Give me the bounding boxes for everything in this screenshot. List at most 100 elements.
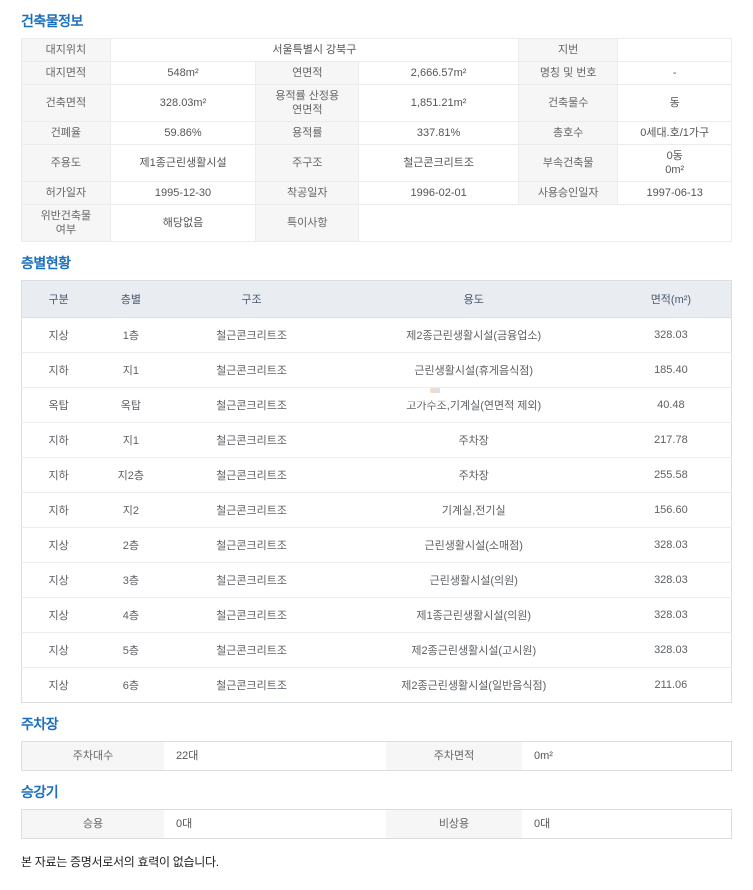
floor-zone: 지상	[21, 317, 96, 353]
floor-row: 지상 4층 철근콘크리트조 제1종근린생활시설(의원) 328.03	[21, 597, 732, 633]
floor-structure: 철근콘크리트조	[166, 597, 337, 633]
floor-column-header: 층별	[95, 280, 167, 318]
info-value: 제1종근린생활시설	[109, 144, 257, 182]
floor-area: 328.03	[610, 317, 732, 353]
floor-area: 217.78	[610, 422, 732, 458]
info-label: 연면적	[255, 61, 360, 85]
info-label: 명칭 및 번호	[517, 61, 619, 85]
floor-usage: 주차장	[336, 422, 611, 458]
floor-zone: 옥탑	[21, 387, 96, 423]
info-label: 위반건축물 여부	[21, 204, 111, 242]
info-label: 허가일자	[21, 181, 111, 205]
info-label: 착공일자	[255, 181, 360, 205]
info-label: 지번	[517, 38, 619, 62]
floor-level: 3층	[95, 562, 167, 598]
info-row: 위반건축물 여부 해당없음 특이사항	[21, 204, 732, 242]
floor-zone: 지하	[21, 422, 96, 458]
info-value: 59.86%	[109, 121, 257, 145]
floor-level: 옥탑	[95, 387, 167, 423]
floor-structure: 철근콘크리트조	[166, 457, 337, 493]
parking-label: 주차대수	[22, 742, 164, 770]
floor-zone: 지하	[21, 457, 96, 493]
floor-usage: 제2종근린생활시설(일반음식점)	[336, 667, 611, 703]
info-label: 용적률 산정용 연면적	[255, 84, 360, 122]
floor-status-table: 구분 층별 구조 용도 면적(m²) 지상 1층 철근콘크리트조 제2종근린생활시설(금융업소…	[21, 280, 732, 703]
floor-area: 328.03	[610, 597, 732, 633]
floor-structure: 철근콘크리트조	[166, 562, 337, 598]
floor-column-header: 면적(m²)	[610, 280, 732, 318]
floor-row: 지상 6층 철근콘크리트조 제2종근린생활시설(일반음식점) 211.06	[21, 667, 732, 703]
floor-row: 지하 지1 철근콘크리트조 주차장 217.78	[21, 422, 732, 458]
floor-level: 지2층	[95, 457, 167, 493]
floor-row: 지하 지2 철근콘크리트조 기계실,전기실 156.60	[21, 492, 732, 528]
floor-usage: 제1종근린생활시설(의원)	[336, 597, 611, 633]
info-label: 대지위치	[21, 38, 111, 62]
floor-column-header: 구분	[21, 280, 96, 318]
info-value: 해당없음	[109, 204, 257, 242]
floor-zone: 지상	[21, 667, 96, 703]
floor-area: 255.58	[610, 457, 732, 493]
parking-label: 주차면적	[386, 742, 522, 770]
floor-structure: 철근콘크리트조	[166, 632, 337, 668]
floor-usage: 제2종근린생활시설(금융업소)	[336, 317, 611, 353]
floor-level: 지2	[95, 492, 167, 528]
floor-area: 211.06	[610, 667, 732, 703]
info-value	[358, 204, 732, 242]
floor-area: 328.03	[610, 562, 732, 598]
info-label: 건축물수	[517, 84, 619, 122]
info-value: 548m²	[109, 61, 257, 85]
info-value: 337.81%	[358, 121, 519, 145]
info-label: 사용승인일자	[517, 181, 619, 205]
info-row: 허가일자 1995-12-30 착공일자 1996-02-01 사용승인일자 1997-0…	[21, 181, 732, 205]
info-value: 서울특별시 강북구	[109, 38, 519, 62]
info-row: 대지위치 서울특별시 강북구 지번	[21, 38, 732, 62]
floor-row: 옥탑 옥탑 철근콘크리트조 고가수조,기계실(연면적 제외) 40.48	[21, 387, 732, 423]
elevator-table: 승용 0대 비상용 0대	[21, 809, 732, 839]
building-info-title: 건축물정보	[21, 13, 83, 29]
floor-row: 지하 지1 철근콘크리트조 근린생활시설(휴게음식점) 185.40	[21, 352, 732, 388]
building-register-page: 건축물정보 대지위치 서울특별시 강북구 지번 대지면적 548m² 연면적 2,666.5…	[0, 11, 753, 890]
floor-zone: 지하	[21, 492, 96, 528]
floor-usage: 근린생활시설(의원)	[336, 562, 611, 598]
floor-area: 328.03	[610, 527, 732, 563]
parking-title: 주차장	[21, 716, 59, 732]
info-value: 1,851.21m²	[358, 84, 519, 122]
floor-row: 지상 2층 철근콘크리트조 근린생활시설(소매점) 328.03	[21, 527, 732, 563]
info-row: 건축면적 328.03m² 용적률 산정용 연면적 1,851.21m² 건축물수 동	[21, 84, 732, 122]
floor-header-row: 구분 층별 구조 용도 면적(m²)	[21, 280, 732, 318]
info-value	[617, 38, 732, 62]
floor-structure: 철근콘크리트조	[166, 527, 337, 563]
info-value: 328.03m²	[109, 84, 257, 122]
floor-structure: 철근콘크리트조	[166, 317, 337, 353]
floor-level: 6층	[95, 667, 167, 703]
floor-usage: 근린생활시설(휴게음식점)	[336, 352, 611, 388]
elevator-label: 비상용	[386, 810, 522, 838]
floor-zone: 지상	[21, 632, 96, 668]
floor-column-header: 용도	[336, 280, 611, 318]
floor-status-title: 층별현황	[21, 255, 71, 271]
floor-usage: 근린생활시설(소매점)	[336, 527, 611, 563]
info-label: 대지면적	[21, 61, 111, 85]
info-value: 1997-06-13	[617, 181, 732, 205]
parking-table: 주차대수 22대 주차면적 0m²	[21, 741, 732, 771]
info-label: 건축면적	[21, 84, 111, 122]
info-value: 동	[617, 84, 732, 122]
floor-area: 328.03	[610, 632, 732, 668]
floor-level: 지1	[95, 352, 167, 388]
floor-structure: 철근콘크리트조	[166, 422, 337, 458]
floor-row: 지상 1층 철근콘크리트조 제2종근린생활시설(금융업소) 328.03	[21, 317, 732, 353]
parking-value: 22대	[176, 750, 199, 762]
parking-value: 0m²	[534, 750, 553, 762]
floor-area: 40.48	[610, 387, 732, 423]
elevator-value: 0대	[176, 818, 193, 830]
info-label: 주용도	[21, 144, 111, 182]
floor-column-header: 구조	[166, 280, 337, 318]
floor-level: 5층	[95, 632, 167, 668]
floor-structure: 철근콘크리트조	[166, 667, 337, 703]
floor-structure: 철근콘크리트조	[166, 352, 337, 388]
floor-area: 156.60	[610, 492, 732, 528]
floor-level: 4층	[95, 597, 167, 633]
floor-row: 지하 지2층 철근콘크리트조 주차장 255.58	[21, 457, 732, 493]
info-value: 1995-12-30	[109, 181, 257, 205]
building-info-table: 대지위치 서울특별시 강북구 지번 대지면적 548m² 연면적 2,666.57m² 명칭 …	[21, 38, 732, 242]
